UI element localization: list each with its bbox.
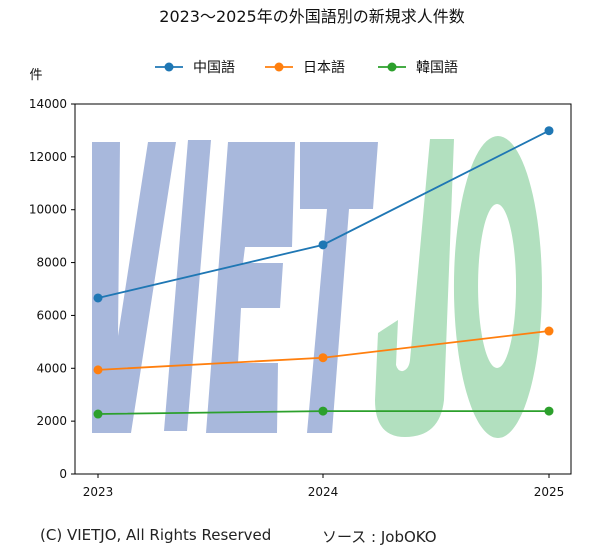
legend-label: 日本語 <box>303 60 345 76</box>
data-point <box>318 240 328 250</box>
watermark-letter-j <box>375 139 454 437</box>
watermark-letter-i <box>164 140 211 431</box>
watermark-letter-v <box>92 142 176 433</box>
series-group <box>93 126 554 419</box>
y-tick-label: 8000 <box>36 256 67 270</box>
axes: 0 2000 4000 6000 8000 10000 12000 14000 2023 2024… <box>29 97 572 499</box>
chart-title: 2023～2025年の外国語別の新規求人件数 <box>159 7 464 26</box>
y-tick-label: 4000 <box>36 361 67 375</box>
data-point <box>93 365 103 375</box>
data-point <box>318 353 328 363</box>
legend-marker <box>387 62 397 72</box>
y-tick-label: 2000 <box>36 414 67 428</box>
legend-marker <box>274 62 284 72</box>
data-point <box>318 406 328 416</box>
watermark-letter-e <box>206 142 295 433</box>
y-tick-label: 14000 <box>29 97 67 111</box>
legend: 中国語 日本語 韓国語 <box>155 60 458 76</box>
data-point <box>93 409 103 419</box>
watermark-letter-t <box>300 142 378 433</box>
legend-label: 中国語 <box>193 60 235 76</box>
watermark-letter-o <box>453 136 542 438</box>
watermark-logo <box>92 136 542 438</box>
x-tick-label: 2023 <box>83 485 114 499</box>
data-point <box>544 126 554 136</box>
y-tick-label: 6000 <box>36 308 67 322</box>
y-tick-label: 10000 <box>29 203 67 217</box>
legend-label: 韓国語 <box>416 60 458 76</box>
y-tick-label: 12000 <box>29 150 67 164</box>
x-tick-label: 2025 <box>534 485 565 499</box>
data-point <box>544 406 554 416</box>
y-axis-label: 件 <box>29 68 42 83</box>
copyright-text: (C) VIETJO, All Rights Reserved <box>40 526 272 544</box>
y-tick-label: 0 <box>59 467 67 481</box>
data-point <box>93 293 103 303</box>
legend-marker <box>164 62 174 72</box>
data-point <box>544 326 554 336</box>
source-text: ソース : JobOKO <box>322 528 437 546</box>
x-tick-label: 2024 <box>308 485 339 499</box>
